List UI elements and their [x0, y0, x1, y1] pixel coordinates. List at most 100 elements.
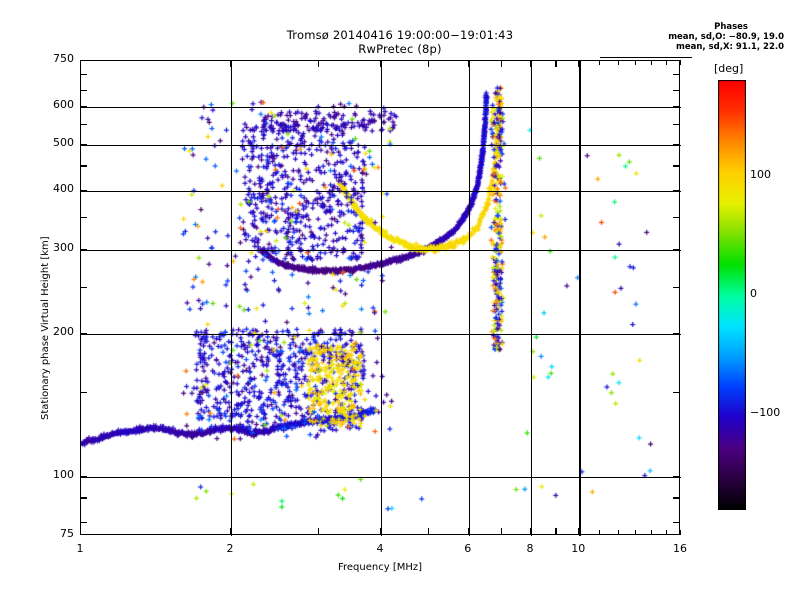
grid-line-horizontal: [81, 250, 681, 252]
axis-tick-mark: [467, 60, 469, 67]
axis-tick-mark: [635, 530, 637, 535]
axis-tick-label: 10: [571, 542, 586, 555]
chart-title-line2: RwPretec (8p): [358, 42, 442, 56]
axis-tick-mark: [617, 60, 619, 65]
axis-tick-mark: [673, 332, 680, 334]
axis-tick-mark: [673, 521, 680, 523]
axis-tick-label: 100: [53, 467, 74, 481]
grid-line-horizontal: [81, 333, 681, 335]
axis-tick-mark: [80, 123, 87, 126]
grid-line-vertical: [468, 61, 471, 536]
axis-tick-mark: [80, 165, 87, 167]
colorbar-tick-label: 0: [750, 287, 757, 300]
axis-tick-mark: [673, 286, 680, 288]
colorbar-gradient: [718, 80, 746, 510]
axis-tick-label: 75: [60, 527, 74, 540]
grid-line-vertical: [531, 61, 533, 536]
axis-tick-mark: [501, 528, 503, 535]
axis-tick-mark: [317, 60, 319, 67]
axis-tick-mark: [555, 60, 557, 67]
axis-tick-mark: [80, 106, 87, 108]
grid-line-horizontal: [81, 190, 681, 192]
axis-tick-label: 750: [53, 52, 74, 65]
axis-tick-label: 300: [53, 241, 74, 255]
axis-tick-mark: [80, 521, 87, 523]
axis-tick-mark: [673, 249, 680, 251]
header-underline: [600, 57, 692, 58]
axis-tick-mark: [230, 60, 232, 67]
axis-tick-mark: [651, 530, 653, 535]
axis-tick-mark: [578, 528, 580, 535]
axis-tick-mark: [80, 286, 87, 288]
axis-tick-mark: [635, 60, 637, 65]
axis-tick-label: 1: [76, 542, 84, 555]
axis-tick-mark: [80, 60, 82, 67]
grid-line-vertical: [579, 61, 581, 536]
axis-tick-mark: [467, 528, 469, 535]
axis-tick-mark: [651, 60, 653, 65]
axis-tick-mark: [428, 60, 430, 67]
colorbar-unit-label: [deg]: [714, 62, 744, 75]
axis-tick-mark: [673, 475, 680, 477]
axis-tick-mark: [617, 530, 619, 535]
axis-tick-mark: [673, 60, 680, 62]
phase-stats-caption: Phases: [714, 22, 748, 32]
phase-stats-o: mean, sd,O: −80.9, 19.0: [668, 32, 784, 42]
axis-tick-mark: [428, 528, 430, 535]
axis-tick-mark: [80, 392, 87, 394]
axis-tick-mark: [80, 60, 87, 62]
axis-tick-mark: [80, 249, 87, 251]
grid-line-horizontal: [81, 107, 681, 109]
axis-tick-mark: [80, 332, 87, 334]
axis-tick-label: 600: [53, 98, 74, 112]
axis-tick-mark: [380, 60, 382, 67]
axis-tick-mark: [317, 528, 319, 535]
axis-tick-mark: [598, 530, 601, 535]
grid-line-vertical: [381, 61, 383, 536]
axis-tick-mark: [666, 530, 668, 535]
axis-tick-mark: [80, 189, 87, 191]
axis-tick-label: 400: [53, 181, 74, 195]
axis-tick-mark: [673, 106, 680, 108]
axis-tick-mark: [673, 165, 680, 167]
axis-tick-mark: [80, 528, 82, 535]
axis-tick-mark: [230, 528, 232, 535]
axis-tick-mark: [578, 60, 580, 67]
axis-tick-mark: [555, 528, 557, 535]
axis-tick-mark: [80, 497, 87, 499]
axis-tick-label: 16: [673, 542, 687, 555]
x-axis-label: Frequency [MHz]: [337, 562, 423, 573]
axis-tick-mark: [80, 475, 87, 477]
axis-tick-mark: [530, 528, 532, 535]
axis-tick-label: 2: [226, 542, 234, 555]
axis-tick-mark: [80, 89, 87, 91]
axis-tick-mark: [530, 60, 532, 67]
axis-tick-label: 4: [376, 542, 384, 555]
axis-tick-label: 8: [526, 542, 534, 555]
colorbar-tick-label: 100: [750, 167, 771, 181]
axis-tick-mark: [80, 143, 87, 145]
y-axis-label: Stationary phase Virtual Height [km]: [40, 236, 51, 420]
grid-line-vertical: [231, 61, 233, 536]
axis-tick-mark: [598, 60, 601, 65]
axis-tick-mark: [673, 189, 680, 191]
phase-stats-x: mean, sd,X: 91.1, 22.0: [675, 42, 784, 52]
axis-tick-mark: [680, 60, 682, 65]
axis-tick-mark: [666, 60, 668, 65]
axis-tick-label: 200: [53, 324, 74, 338]
colorbar: [718, 80, 746, 510]
axis-tick-label: 6: [464, 542, 472, 555]
phase-stats-block: Phases mean, sd,O: −80.9, 19.0 mean, sd,…: [598, 22, 798, 52]
axis-tick-mark: [673, 123, 680, 126]
colorbar-tick-label: −100: [750, 406, 781, 420]
axis-tick-mark: [80, 74, 87, 76]
axis-tick-mark: [80, 217, 87, 219]
axis-tick-mark: [673, 392, 680, 394]
grid-line-horizontal: [81, 476, 681, 478]
axis-tick-mark: [673, 143, 680, 145]
grid-line-horizontal: [81, 144, 681, 146]
axis-tick-mark: [380, 528, 382, 535]
axis-tick-mark: [673, 217, 680, 219]
chart-title-line1: Tromsø 20140416 19:00:00−19:01:43: [286, 28, 514, 42]
